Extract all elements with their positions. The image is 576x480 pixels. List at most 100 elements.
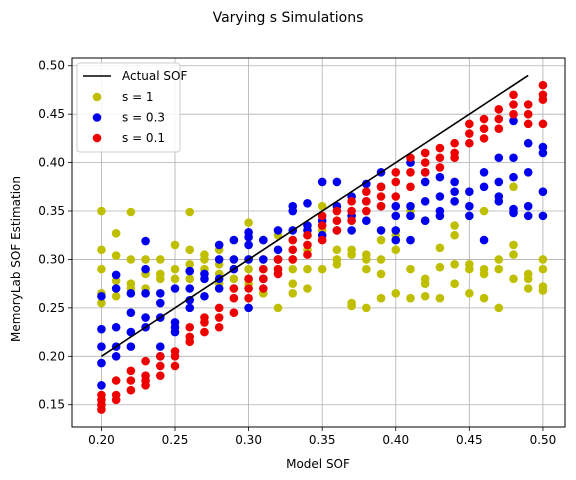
x-tick-label: 0.25 [162,433,189,447]
x-tick-label: 0.50 [530,433,557,447]
scatter-point [244,293,253,303]
scatter-point [362,197,371,206]
y-tick-label: 0.20 [38,349,65,363]
scatter-point [362,179,371,189]
scatter-point [155,298,165,308]
scatter-point [479,134,489,143]
y-axis-label: MemoryLab SOF Estimation [9,176,23,342]
scatter-point [288,264,298,274]
scatter-point [420,167,430,177]
scatter-point [420,291,430,301]
scatter-point [509,250,518,259]
scatter-point [362,264,371,274]
scatter-point [479,124,489,134]
x-tick-label: 0.45 [456,433,483,447]
scatter-point [111,228,121,238]
scatter-point [420,148,430,158]
scatter-point [97,245,106,255]
scatter-point [111,284,121,293]
scatter-point [332,245,342,255]
scatter-point [435,293,445,303]
scatter-point [509,90,518,100]
y-tick-label: 0.35 [38,204,65,218]
scatter-point [170,284,180,293]
scatter-point [479,206,489,216]
scatter-point [126,308,136,318]
scatter-point [229,293,239,303]
scatter-point [200,327,209,337]
scatter-point [97,324,106,334]
scatter-point [111,376,121,385]
scatter-point [97,298,106,308]
scatter-point [332,177,342,187]
scatter-point [273,269,283,279]
scatter-point [97,206,106,216]
actual-sof-line-group [100,74,529,357]
scatter-point [376,182,386,192]
scatter-point [229,274,239,284]
scatter-point [332,226,342,235]
scatter-point [509,116,518,126]
scatter-point [362,216,371,226]
scatter-point [420,216,430,226]
scatter-point [494,105,504,114]
scatter-point [244,240,253,250]
scatter-point [538,95,548,104]
scatter-point [126,289,136,298]
scatter-point [450,279,459,288]
scatter-point [450,230,459,240]
scatter-point [509,172,518,182]
scatter-point [465,138,474,148]
scatter-point [450,138,459,148]
scatter-point [347,250,356,259]
scatter-point [450,187,459,196]
scatter-point [391,211,401,221]
scatter-point [170,240,180,250]
y-tick-label: 0.30 [38,252,65,266]
y-tick-label: 0.45 [38,107,65,121]
scatter-point [200,318,209,327]
scatter-point [391,245,401,255]
data-points [97,80,548,414]
legend-box [76,62,181,153]
scatter-point [479,182,489,192]
y-tick-label: 0.50 [38,59,65,73]
scatter-point [259,235,268,245]
scatter-point [111,351,121,361]
scatter-point [126,366,136,376]
scatter-point [420,279,430,288]
scatter-point [479,114,489,124]
scatter-point [435,262,445,272]
scatter-point [450,177,459,187]
scatter-point [317,177,327,187]
scatter-point [523,274,533,284]
scatter-point [347,301,356,311]
scatter-point [406,167,415,177]
scatter-point [465,187,474,196]
scatter-point [170,327,180,337]
scatter-point [200,255,209,264]
scatter-point [141,313,150,322]
scatter-point [523,167,533,177]
scatter-point [435,143,445,153]
scatter-point [126,385,136,395]
scatter-point [214,240,224,250]
scatter-point [479,167,489,177]
scatter-point [332,259,342,269]
series-s-0-1 [97,80,548,414]
scatter-point [538,187,548,196]
scatter-point [288,206,298,216]
scatter-point [97,405,106,414]
scatter-point [509,153,518,163]
scatter-point [347,216,356,226]
scatter-point [303,264,312,274]
scatter-point [288,235,298,245]
scatter-point [288,289,298,298]
scatter-point [538,255,548,264]
scatter-point [391,167,401,177]
scatter-point [494,114,504,124]
scatter-point [523,211,533,221]
scatter-point [435,192,445,201]
